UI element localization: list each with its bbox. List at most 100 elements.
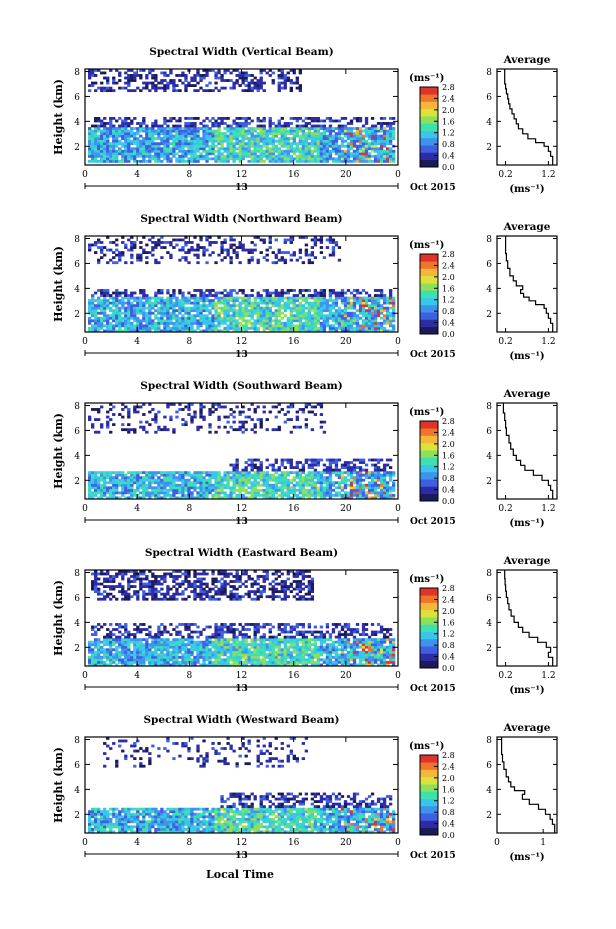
heatmap-cell [364,154,369,158]
heatmap-cell [199,311,203,315]
heatmap-cell [367,471,372,475]
heatmap-cell [166,299,170,302]
heatmap-cell [235,468,239,472]
heatmap-cell [388,466,393,469]
heatmap-cell [292,471,296,475]
heatmap-cell [382,481,387,485]
heatmap-cell [229,476,233,480]
heatmap-cell [265,324,269,328]
heatmap-cell [94,132,98,135]
heatmap-cell [214,81,218,85]
heatmap-cell [127,157,131,161]
heatmap-cell [283,81,287,85]
heatmap-cell [298,491,302,495]
heatmap-cell [316,117,321,120]
heatmap-cell [355,119,360,123]
heatmap-cell [304,483,309,487]
heatmap-cell [316,326,321,330]
heatmap-cell [298,481,302,485]
heatmap-cell [178,144,182,148]
heatmap-cell [157,289,161,292]
heatmap-cell [238,473,242,477]
heatmap-cell [199,122,203,125]
heatmap-cell [193,294,197,297]
heatmap-cell [358,324,363,328]
heatmap-cell [196,159,200,163]
heatmap-cell [271,296,275,300]
heatmap-cell [103,478,107,482]
heatmap-cell [169,476,173,480]
heatmap-cell [256,149,260,153]
heatmap-cell [217,473,221,477]
heatmap-cell [253,149,257,153]
heatmap-cell [265,137,269,141]
heatmap-cell [160,236,164,239]
heatmap-cell [226,154,230,158]
heatmap-cell [130,304,134,308]
heatmap-cell [310,261,315,265]
heatmap-cell [217,132,221,135]
heatmap-cell [121,159,125,163]
heatmap-cell [211,137,215,141]
heatmap-cell [238,159,242,163]
heatmap-cell [229,491,233,495]
heatmap-cell [163,493,167,497]
heatmap-cell [112,251,116,254]
heatmap-cell [247,299,251,302]
heatmap-cell [259,324,263,328]
heatmap-cell [151,129,155,133]
heatmap-cell [250,314,254,318]
heatmap-cell [106,324,110,328]
heatmap-cell [148,309,152,313]
heatmap-cell [229,413,233,416]
heatmap-cell [151,296,155,300]
heatmap-cell [298,142,302,146]
heatmap-cell [211,304,215,308]
heatmap-cell [154,294,158,297]
heatmap-cell [184,306,188,310]
heatmap-cell [358,466,363,469]
heatmap-cell [103,319,107,323]
heatmap-cell [205,129,209,133]
heatmap-cell [367,304,372,308]
heatmap-cell [226,316,230,320]
heatmap-cell [274,127,278,130]
heatmap-cell [310,458,315,462]
heatmap-cell [268,137,272,141]
heatmap-cell [259,294,263,297]
heatmap-cell [187,319,191,323]
heatmap-cell [340,294,345,297]
heatmap-cell [133,117,137,120]
heatmap-cell [124,81,128,85]
heatmap-cell [202,147,206,151]
heatmap-cell [244,154,248,158]
heatmap-cell [379,324,384,328]
heatmap-cell [208,329,212,333]
heatmap-cell [157,81,161,85]
heatmap-cell [145,147,149,151]
heatmap-cell [358,134,363,138]
heatmap-cell [259,76,263,80]
heatmap-cell [127,309,131,313]
heatmap-cell [139,129,143,133]
heatmap-cell [106,289,110,292]
heatmap-cell [190,491,194,495]
heatmap-cell [280,476,284,480]
heatmap-cell [130,119,134,123]
heatmap-cell [247,314,251,318]
heatmap-cell [136,147,140,151]
heatmap-cell [160,79,164,82]
heatmap-cell [304,306,309,310]
heatmap-cell [190,124,194,128]
heatmap-cell [118,324,122,328]
heatmap-cell [346,466,351,469]
heatmap-cell [199,329,203,333]
heatmap-cell [235,124,239,128]
heatmap-cell [295,319,299,323]
heatmap-cell [127,147,131,151]
heatmap-cell [130,122,134,125]
heatmap-cell [241,157,245,161]
heatmap-cell [343,124,348,128]
heatmap-cell [370,154,375,158]
heatmap-cell [160,159,164,163]
